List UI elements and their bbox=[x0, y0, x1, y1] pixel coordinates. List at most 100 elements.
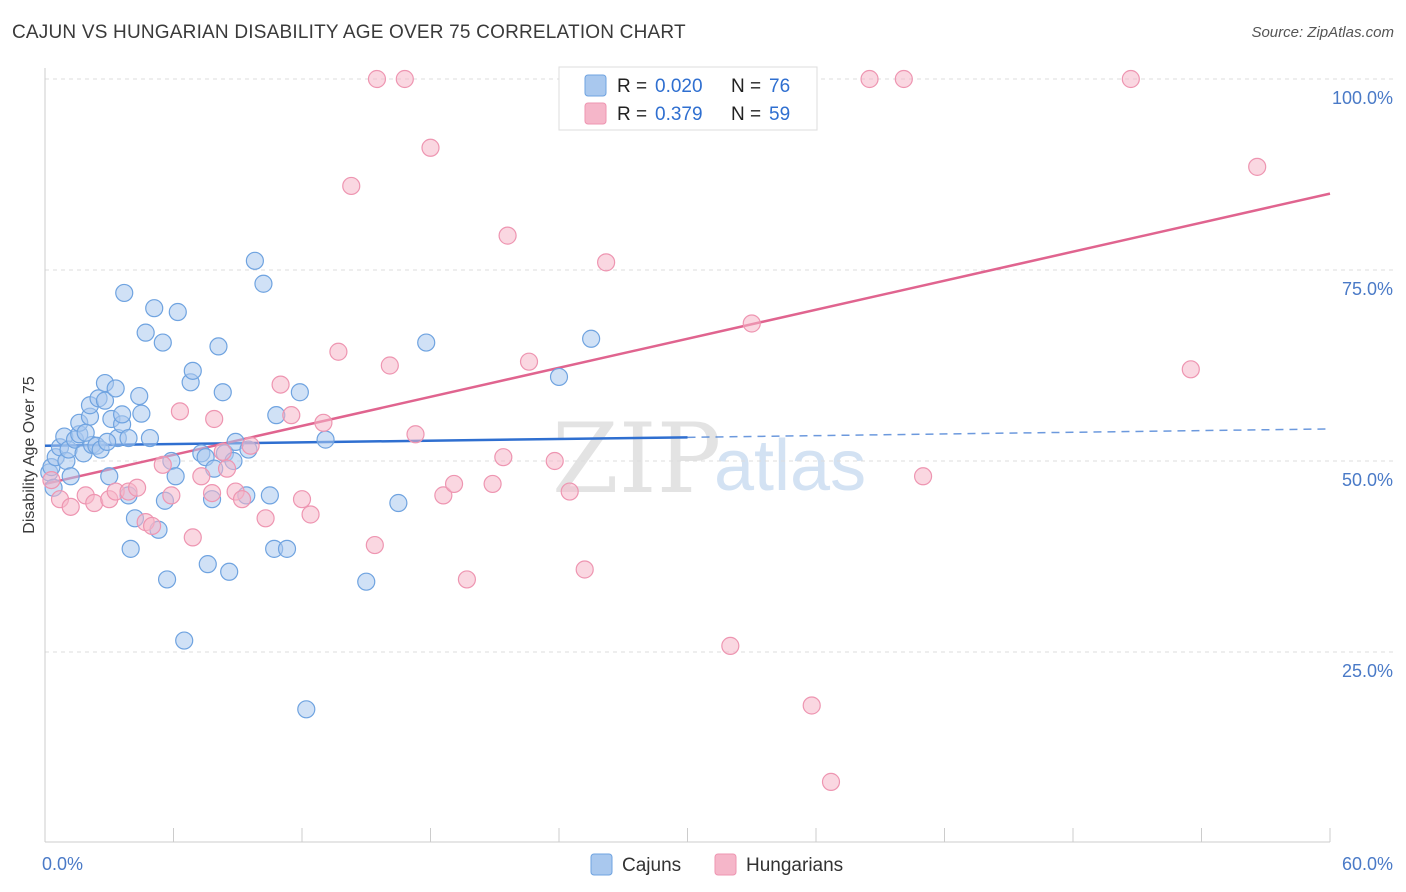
hungarians-point-30 bbox=[342, 176, 361, 196]
hungarians-point-8 bbox=[127, 478, 147, 497]
cajuns-point-37 bbox=[153, 333, 172, 352]
hungarians-point-15 bbox=[192, 467, 211, 486]
legend-n-label-hungarians: N = bbox=[731, 104, 761, 125]
hungarians-point-25 bbox=[282, 406, 301, 425]
cajuns-point-68 bbox=[357, 572, 376, 591]
cajuns-point-41 bbox=[166, 467, 185, 486]
hungarians-point-39 bbox=[457, 570, 477, 589]
cajuns-point-35 bbox=[145, 299, 164, 318]
hungarians-point-29 bbox=[329, 342, 348, 361]
x-tick-label-max: 60.0% bbox=[1342, 854, 1393, 874]
cajuns-point-29 bbox=[121, 539, 140, 558]
y-axis-label: Disability Age Over 75 bbox=[21, 376, 38, 534]
hungarians-point-13 bbox=[170, 402, 190, 421]
cajuns-point-71 bbox=[549, 367, 569, 387]
hungarians-point-0 bbox=[42, 471, 61, 490]
hungarians-point-18 bbox=[213, 442, 232, 461]
cajuns-point-52 bbox=[213, 383, 232, 402]
legend-swatch-cajuns bbox=[584, 74, 607, 97]
hungarians-point-24 bbox=[271, 375, 290, 394]
cajuns-point-32 bbox=[132, 404, 151, 423]
hungarians-point-23 bbox=[256, 509, 275, 528]
chart-source: Source: ZipAtlas.com bbox=[1251, 24, 1394, 41]
cajuns-point-26 bbox=[115, 283, 134, 303]
cajuns-point-43 bbox=[175, 631, 194, 650]
chart-title: CAJUN VS HUNGARIAN DISABILITY AGE OVER 7… bbox=[12, 22, 686, 43]
watermark-zip: ZIP bbox=[552, 403, 721, 515]
cajuns-point-28 bbox=[119, 428, 138, 448]
hungarians-point-40 bbox=[483, 474, 502, 494]
bottom-legend-swatch-cajuns bbox=[590, 853, 613, 876]
hungarians-point-31 bbox=[365, 535, 384, 555]
cajuns-point-51 bbox=[209, 337, 228, 356]
legend-r-value-cajuns: 0.020 bbox=[655, 76, 703, 97]
cajuns-point-74 bbox=[76, 423, 95, 442]
cajuns-point-22 bbox=[106, 379, 125, 398]
cajuns-point-7 bbox=[61, 467, 80, 486]
legend-n-label-cajuns: N = bbox=[731, 76, 761, 97]
cajuns-point-70 bbox=[417, 333, 436, 352]
x-tick-label-min: 0.0% bbox=[42, 854, 83, 874]
hungarians-point-19 bbox=[217, 459, 237, 478]
hungarians-point-37 bbox=[434, 486, 453, 505]
hungarians-trend-line bbox=[44, 192, 1331, 486]
hungarians-point-17 bbox=[205, 409, 224, 429]
cajuns-point-64 bbox=[277, 539, 297, 558]
hungarians-point-47 bbox=[597, 253, 616, 272]
hungarians-point-12 bbox=[162, 486, 181, 505]
legend-r-value-hungarians: 0.379 bbox=[655, 104, 703, 125]
cajuns-point-59 bbox=[245, 251, 264, 270]
cajuns-point-42 bbox=[168, 302, 187, 322]
cajuns-point-67 bbox=[316, 430, 335, 449]
cajuns-point-33 bbox=[136, 323, 155, 342]
bottom-legend-label-hungarians: Hungarians bbox=[746, 855, 843, 876]
cajuns-point-20 bbox=[100, 467, 119, 486]
hungarians-point-43 bbox=[519, 352, 539, 371]
hungarians-point-49 bbox=[721, 636, 740, 655]
bottom-legend-swatch-hungarians bbox=[714, 853, 737, 876]
cajuns-point-61 bbox=[260, 486, 279, 505]
cajuns-point-45 bbox=[183, 361, 202, 380]
hungarians-point-2 bbox=[61, 497, 80, 516]
hungarians-point-32 bbox=[367, 69, 387, 89]
legend-n-value-hungarians: 59 bbox=[769, 104, 790, 125]
hungarians-point-55 bbox=[913, 467, 933, 486]
hungarians-point-57 bbox=[1181, 360, 1200, 379]
cajuns-point-66 bbox=[297, 700, 316, 719]
legend-swatch-hungarians bbox=[584, 102, 607, 125]
hungarians-point-45 bbox=[560, 482, 579, 501]
series-legend: Cajuns Hungarians bbox=[590, 853, 843, 876]
hungarians-point-11 bbox=[153, 455, 172, 474]
cajuns-point-65 bbox=[290, 383, 309, 402]
hungarians-point-14 bbox=[183, 528, 202, 547]
hungarians-point-42 bbox=[498, 226, 517, 245]
bottom-legend-label-cajuns: Cajuns bbox=[622, 855, 681, 876]
hungarians-point-52 bbox=[821, 772, 841, 791]
hungarians-point-54 bbox=[894, 69, 913, 89]
cajuns-point-75 bbox=[98, 432, 117, 451]
hungarians-point-38 bbox=[444, 474, 464, 494]
cajuns-point-25 bbox=[112, 405, 132, 424]
cajuns-point-31 bbox=[130, 386, 149, 406]
hungarians-point-53 bbox=[860, 69, 879, 89]
hungarians-point-50 bbox=[742, 314, 761, 333]
hungarians-point-51 bbox=[802, 696, 821, 715]
hungarians-point-27 bbox=[301, 505, 320, 524]
cajuns-point-39 bbox=[157, 570, 177, 589]
cajuns-point-72 bbox=[582, 329, 601, 348]
cajuns-point-48 bbox=[198, 555, 217, 574]
hungarians-point-34 bbox=[395, 69, 414, 89]
data-points bbox=[40, 69, 1267, 791]
hungarians-point-36 bbox=[421, 138, 440, 157]
hungarians-point-26 bbox=[292, 490, 312, 509]
hungarians-point-33 bbox=[380, 356, 399, 375]
y-tick-label-25: 25.0% bbox=[1342, 661, 1393, 681]
axes bbox=[44, 68, 1331, 843]
hungarians-point-56 bbox=[1121, 69, 1140, 89]
y-tick-label-50: 50.0% bbox=[1342, 470, 1393, 490]
hungarians-point-16 bbox=[202, 483, 222, 503]
hungarians-point-21 bbox=[232, 490, 252, 509]
watermark-atlas: atlas bbox=[714, 426, 866, 506]
y-tick-label-75: 75.0% bbox=[1342, 279, 1393, 299]
